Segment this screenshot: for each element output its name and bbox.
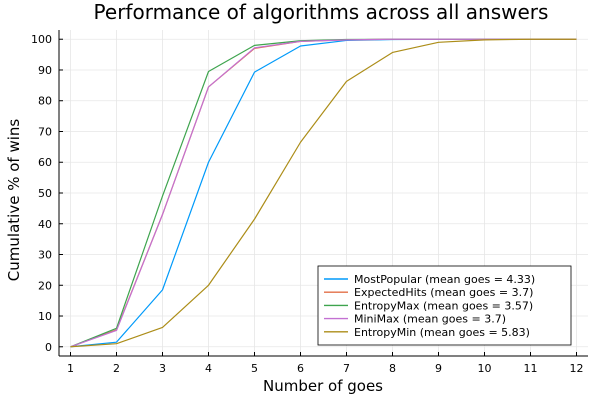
x-tick-label: 6	[297, 362, 304, 375]
y-axis-label: Cumulative % of wins	[5, 119, 23, 282]
y-tick-label: 30	[38, 249, 52, 262]
y-tick-label: 50	[38, 187, 52, 200]
x-tick-label: 1	[67, 362, 74, 375]
legend: MostPopular (mean goes = 4.33)ExpectedHi…	[317, 265, 572, 346]
x-tick-label: 12	[570, 362, 584, 375]
y-tick-label: 90	[38, 64, 52, 77]
x-tick-label: 10	[478, 362, 492, 375]
legend-box	[317, 265, 572, 346]
legend-entry-1: MostPopular (mean goes = 4.33)	[354, 273, 535, 286]
y-tick-label: 100	[31, 33, 52, 46]
x-tick-label: 4	[205, 362, 212, 375]
chart-title: Performance of algorithms across all ans…	[94, 0, 549, 24]
y-tick-label: 80	[38, 95, 52, 108]
y-tick-label: 40	[38, 218, 52, 231]
x-axis-label: Number of goes	[263, 377, 383, 395]
x-tick-label: 8	[389, 362, 396, 375]
legend-entry-3: EntropyMax (mean goes = 3.57)	[354, 299, 533, 312]
y-tick-label: 20	[38, 279, 52, 292]
y-tick-label: 0	[45, 341, 52, 354]
series-lines	[70, 38, 577, 348]
x-tick-label: 11	[524, 362, 538, 375]
legend-entry-5: EntropyMin (mean goes = 5.83)	[354, 326, 530, 339]
y-tick-label: 70	[38, 125, 52, 138]
x-tick-label: 7	[343, 362, 350, 375]
legend-entry-4: MiniMax (mean goes = 3.7)	[354, 313, 506, 326]
x-tick-label: 2	[113, 362, 120, 375]
y-tick-label: 10	[38, 310, 52, 323]
x-tick-label: 5	[251, 362, 258, 375]
y-tick-label: 60	[38, 156, 52, 169]
series-line-5	[70, 38, 577, 348]
x-tick-label: 3	[159, 362, 166, 375]
legend-entry-2: ExpectedHits (mean goes = 3.7)	[354, 286, 533, 299]
x-tick-label: 9	[435, 362, 442, 375]
axes	[58, 30, 588, 357]
